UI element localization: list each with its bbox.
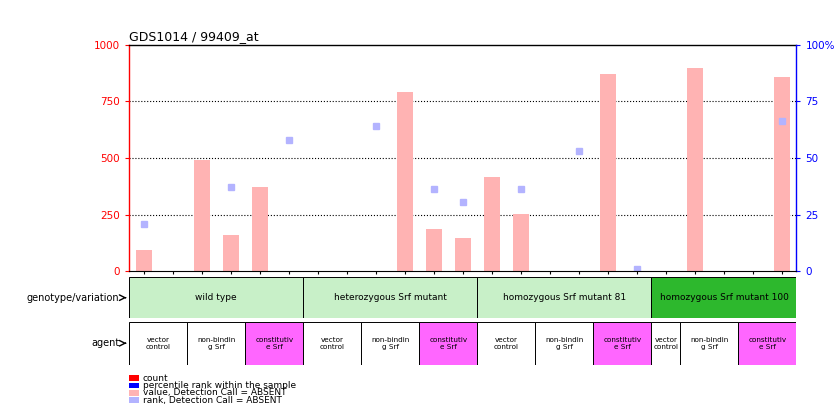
Text: vector
control: vector control bbox=[146, 337, 171, 350]
Text: GDS1014 / 99409_at: GDS1014 / 99409_at bbox=[129, 30, 259, 43]
Bar bbox=[397, 92, 413, 271]
Bar bbox=[304, 322, 361, 364]
Text: non-bindin
g Srf: non-bindin g Srf bbox=[371, 337, 409, 350]
Bar bbox=[738, 322, 796, 364]
Bar bbox=[513, 213, 529, 271]
Bar bbox=[129, 277, 304, 318]
Text: homozygous Srf mutant 81: homozygous Srf mutant 81 bbox=[503, 293, 626, 302]
Text: value, Detection Call = ABSENT: value, Detection Call = ABSENT bbox=[143, 388, 286, 397]
Text: vector
control: vector control bbox=[494, 337, 519, 350]
Bar bbox=[426, 229, 442, 271]
Text: count: count bbox=[143, 374, 168, 383]
Bar bbox=[681, 322, 738, 364]
Bar bbox=[651, 277, 796, 318]
Text: genotype/variation: genotype/variation bbox=[27, 293, 119, 303]
Text: rank, Detection Call = ABSENT: rank, Detection Call = ABSENT bbox=[143, 396, 282, 405]
Bar bbox=[477, 277, 651, 318]
Text: agent: agent bbox=[91, 338, 119, 348]
Text: heterozygous Srf mutant: heterozygous Srf mutant bbox=[334, 293, 447, 302]
Text: non-bindin
g Srf: non-bindin g Srf bbox=[197, 337, 235, 350]
Bar bbox=[484, 177, 500, 271]
Text: constitutiv
e Srf: constitutiv e Srf bbox=[255, 337, 294, 350]
Bar bbox=[252, 188, 268, 271]
Text: non-bindin
g Srf: non-bindin g Srf bbox=[691, 337, 729, 350]
Bar bbox=[600, 74, 615, 271]
Bar bbox=[223, 235, 239, 271]
Bar bbox=[455, 239, 471, 271]
Bar bbox=[687, 68, 703, 271]
Bar bbox=[594, 322, 651, 364]
Bar bbox=[361, 322, 420, 364]
Text: homozygous Srf mutant 100: homozygous Srf mutant 100 bbox=[660, 293, 788, 302]
Bar bbox=[193, 160, 210, 271]
Bar bbox=[774, 77, 790, 271]
Bar bbox=[535, 322, 594, 364]
Text: constitutiv
e Srf: constitutiv e Srf bbox=[430, 337, 467, 350]
Bar bbox=[129, 322, 188, 364]
Text: constitutiv
e Srf: constitutiv e Srf bbox=[748, 337, 786, 350]
Text: vector
control: vector control bbox=[319, 337, 344, 350]
Bar bbox=[304, 277, 477, 318]
Bar bbox=[477, 322, 535, 364]
Text: constitutiv
e Srf: constitutiv e Srf bbox=[603, 337, 641, 350]
Text: non-bindin
g Srf: non-bindin g Srf bbox=[545, 337, 584, 350]
Text: percentile rank within the sample: percentile rank within the sample bbox=[143, 381, 296, 390]
Bar bbox=[420, 322, 477, 364]
Text: wild type: wild type bbox=[195, 293, 237, 302]
Bar bbox=[245, 322, 304, 364]
Bar bbox=[651, 322, 681, 364]
Bar bbox=[188, 322, 245, 364]
Text: vector
control: vector control bbox=[653, 337, 678, 350]
Bar bbox=[136, 250, 152, 271]
